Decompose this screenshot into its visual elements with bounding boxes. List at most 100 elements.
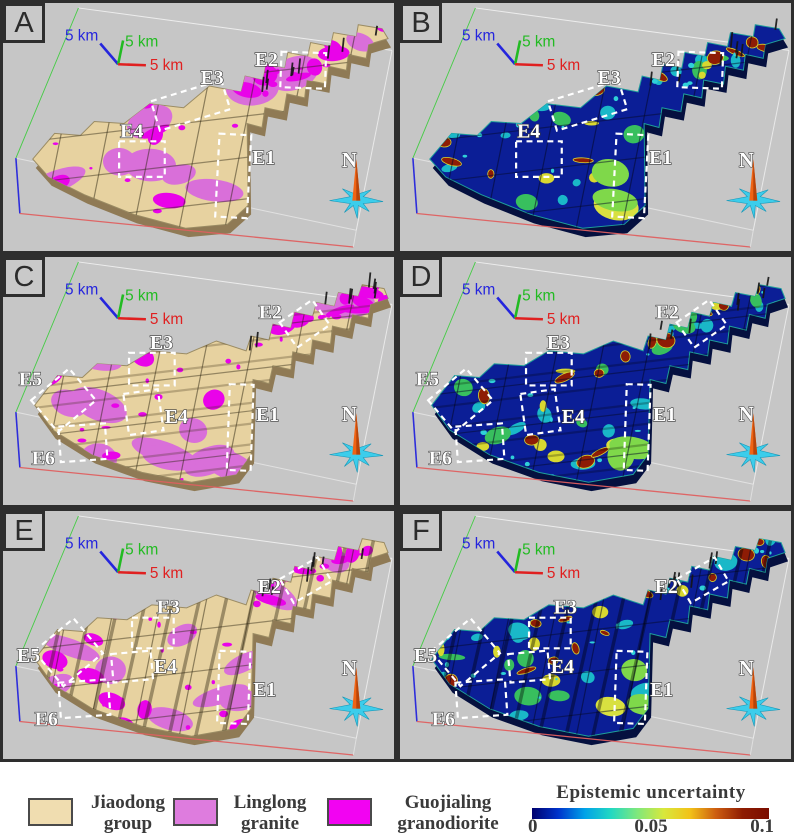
panel-label-e: E xyxy=(14,514,34,547)
zone-box-E2 xyxy=(675,298,729,350)
evaluation-zones: E1 E2 E3 E4 E5 E6 xyxy=(16,555,334,731)
zone-label-E3: E3 xyxy=(547,332,570,354)
zone-label-E6: E6 xyxy=(35,708,58,730)
zone-label-E3: E3 xyxy=(150,332,173,354)
panel-a-scene: E1 E2 E3 E4 5 km 5 km 5 km N xyxy=(3,3,394,251)
scalebar-x-label: 5 km xyxy=(150,311,183,328)
zone-label-E4: E4 xyxy=(154,656,177,678)
scalebar-x-label: 5 km xyxy=(150,57,183,74)
panel-label-c: C xyxy=(13,260,35,293)
scalebar-x-label: 5 km xyxy=(150,565,183,582)
zone-label-E1: E1 xyxy=(649,147,672,169)
panel-label-box-a: A xyxy=(3,3,45,43)
zone-label-E6: E6 xyxy=(32,448,55,470)
zone-label-E2: E2 xyxy=(258,576,281,598)
zone-box-E1 xyxy=(215,649,252,726)
zone-label-E1: E1 xyxy=(253,679,276,701)
scalebar-y-label: 5 km xyxy=(125,542,158,559)
swatch-linglong-granite xyxy=(173,798,218,826)
panel-label-d: D xyxy=(410,260,432,293)
zone-label-E2: E2 xyxy=(656,301,679,323)
north-compass-icon xyxy=(726,159,781,219)
colorbar-gradient xyxy=(532,808,769,819)
panel-label-box-e: E xyxy=(3,511,45,551)
swatch-guojialing-granodiorite xyxy=(327,798,372,826)
panel-e: E1 E2 E3 E4 E5 E6 5 km 5 km 5 km N E xyxy=(0,508,397,762)
north-label: N xyxy=(342,403,357,426)
zone-box-E1 xyxy=(225,382,255,472)
zone-label-E4: E4 xyxy=(562,406,585,428)
scale-bar: 5 km 5 km 5 km xyxy=(65,282,183,329)
panel-label-box-d: D xyxy=(400,257,442,297)
zone-label-E4: E4 xyxy=(551,656,574,678)
swatch-jiaodong-group xyxy=(28,798,73,826)
scale-bar: 5 km 5 km 5 km xyxy=(65,536,183,583)
zone-box-E1 xyxy=(612,649,649,726)
legend: Jiaodong group Linglong granite Guojiali… xyxy=(0,762,794,837)
zone-label-E6: E6 xyxy=(432,708,455,730)
zone-box-E3 xyxy=(527,616,572,650)
scalebar-z-label: 5 km xyxy=(65,282,98,299)
zone-box-E5 xyxy=(426,366,495,434)
panel-a: E1 E2 E3 E4 5 km 5 km 5 km N A xyxy=(0,0,397,254)
scale-bar: 5 km 5 km 5 km xyxy=(462,28,580,75)
zone-label-E5: E5 xyxy=(416,368,439,390)
scalebar-z-label: 5 km xyxy=(65,536,98,553)
zone-box-E4 xyxy=(506,649,552,684)
colorbar-tick-005: 0.05 xyxy=(634,816,668,837)
scale-bar: 5 km 5 km 5 km xyxy=(462,282,580,329)
zone-box-E3 xyxy=(546,78,629,132)
colorbar-tick-01: 0.1 xyxy=(750,816,774,837)
zone-box-E2 xyxy=(676,50,725,90)
zone-box-E6 xyxy=(57,422,109,464)
scale-bar: 5 km 5 km 5 km xyxy=(65,28,183,75)
panel-label-box-c: C xyxy=(3,257,45,297)
scalebar-y-label: 5 km xyxy=(522,288,555,305)
zone-box-E5 xyxy=(32,616,105,688)
scalebar-x-label: 5 km xyxy=(547,311,580,328)
north-label: N xyxy=(739,149,754,172)
evaluation-zones: E1 E2 E3 E4 xyxy=(118,49,328,220)
panel-b: E1 E2 E3 E4 5 km 5 km 5 km N B xyxy=(397,0,794,254)
panel-d: E1 E2 E3 E4 E5 E6 5 km 5 km 5 km N D xyxy=(397,254,794,508)
zone-box-E2 xyxy=(675,555,731,605)
zone-label-E2: E2 xyxy=(652,49,675,71)
panel-e-scene: E1 E2 E3 E4 E5 E6 5 km 5 km 5 km N xyxy=(3,511,394,759)
zone-box-E3 xyxy=(127,351,176,387)
zone-label-E2: E2 xyxy=(655,576,678,598)
zone-box-E3 xyxy=(130,616,175,650)
scalebar-z-label: 5 km xyxy=(462,536,495,553)
legend-label-jiaodong-group: Jiaodong group xyxy=(91,792,165,834)
zone-label-E4: E4 xyxy=(120,120,143,142)
north-compass-icon xyxy=(726,413,781,473)
panel-f-scene: E1 E2 E3 E4 E5 E6 5 km 5 km 5 km N xyxy=(400,511,791,759)
scalebar-y-label: 5 km xyxy=(522,34,555,51)
north-label: N xyxy=(739,403,754,426)
zone-box-E1 xyxy=(622,382,652,472)
zone-box-E5 xyxy=(429,616,502,688)
zone-label-E5: E5 xyxy=(17,645,40,667)
zone-box-E4 xyxy=(118,140,166,178)
zone-box-E6 xyxy=(57,678,112,720)
north-compass-icon xyxy=(329,159,384,219)
zone-box-E4 xyxy=(122,387,165,437)
scalebar-z-label: 5 km xyxy=(462,282,495,299)
zone-box-E3 xyxy=(524,351,573,387)
scale-bar: 5 km 5 km 5 km xyxy=(462,536,580,583)
colorbar-tick-0: 0 xyxy=(528,816,538,837)
legend-label-guojialing-granodiorite: Guojialing granodiorite xyxy=(397,792,499,834)
zone-box-E2 xyxy=(279,50,328,90)
panel-b-scene: E1 E2 E3 E4 5 km 5 km 5 km N xyxy=(400,3,791,251)
panel-c: E1 E2 E3 E4 E5 E6 5 km 5 km 5 km N C xyxy=(0,254,397,508)
panels-grid: E1 E2 E3 E4 5 km 5 km 5 km N A E1 E2 E3 E4 5 km 5 km… xyxy=(0,0,794,762)
zone-box-E6 xyxy=(454,678,509,720)
panel-label-box-b: B xyxy=(400,3,442,43)
zone-label-E2: E2 xyxy=(259,301,282,323)
zone-label-E1: E1 xyxy=(650,679,673,701)
zone-label-E1: E1 xyxy=(256,404,279,426)
evaluation-zones: E1 E2 E3 E4 E5 E6 xyxy=(415,298,729,472)
zone-label-E5: E5 xyxy=(19,368,42,390)
zone-box-E2 xyxy=(278,298,332,350)
zone-box-E2 xyxy=(278,555,334,605)
